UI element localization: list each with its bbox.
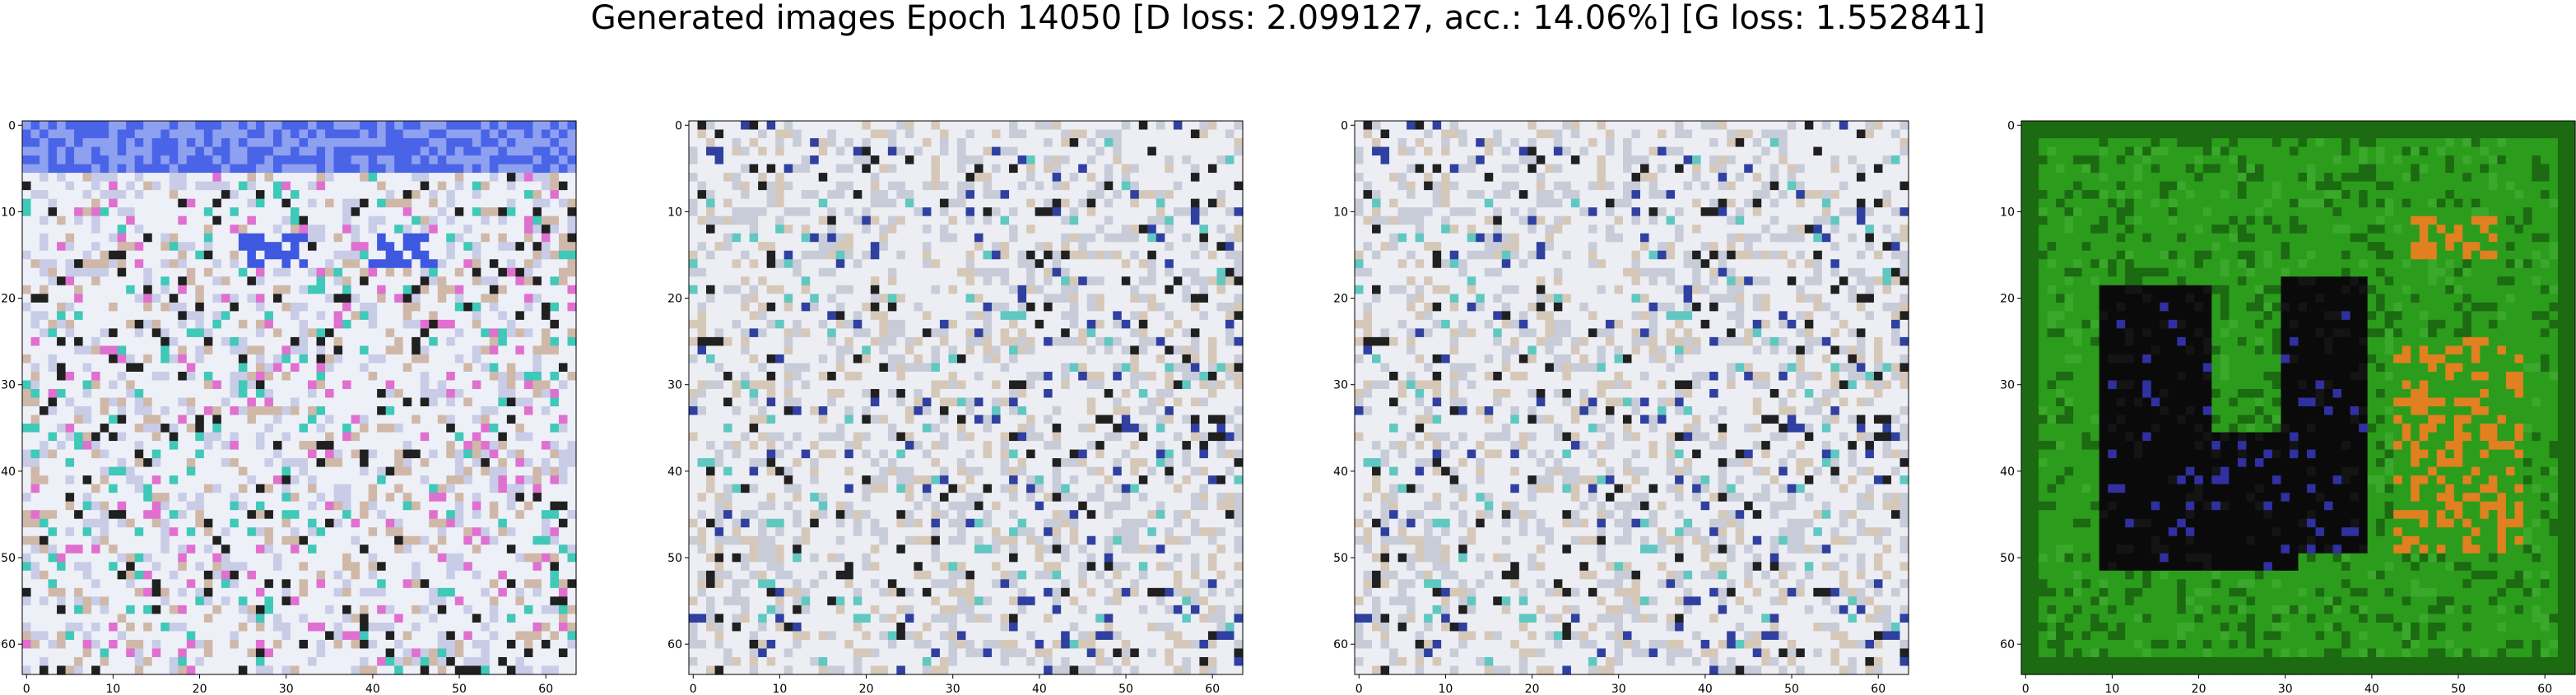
- y-tick-label: 10: [1333, 206, 1348, 219]
- y-tick-label: 0: [675, 119, 682, 132]
- y-tick-label: 40: [667, 466, 682, 479]
- image-panel-1: 0 10 20 30 40 50 60 0 10 20 30 40 50 60: [0, 0, 587, 695]
- x-tick-label: 10: [106, 683, 121, 695]
- y-tick-label: 60: [1333, 638, 1348, 651]
- x-tick-label: 30: [279, 683, 294, 695]
- y-tick-label: 0: [1341, 119, 1348, 132]
- y-tick-label: 50: [1333, 552, 1348, 565]
- y-tick-label: 20: [2000, 293, 2015, 306]
- x-tick-label: 30: [946, 683, 960, 695]
- x-tick-label: 20: [2192, 683, 2206, 695]
- y-tick-label: 60: [667, 638, 682, 651]
- figure-suptitle: Generated images Epoch 14050 [D loss: 2.…: [590, 0, 1986, 37]
- y-tick-label: 30: [1, 379, 16, 392]
- y-tick-label: 50: [2000, 552, 2015, 565]
- x-tick-label: 60: [2537, 683, 2552, 695]
- image-panel-4: 0 10 20 30 40 50 60 0 10 20 30 40 50 60: [1999, 0, 2576, 695]
- x-tick-label: 60: [1205, 683, 1220, 695]
- x-tick-label: 0: [23, 683, 30, 695]
- y-tick-label: 60: [2000, 638, 2015, 651]
- image-panel-2: 0 10 20 30 40 50 60 0 10 20 30 40 50 60: [667, 0, 1253, 695]
- axes-frame: [21, 120, 577, 675]
- axes-frame: [2020, 120, 2576, 675]
- y-tick-label: 40: [1, 466, 16, 479]
- x-tick-label: 20: [1525, 683, 1540, 695]
- y-tick-label: 10: [2000, 206, 2015, 219]
- y-tick-label: 20: [1, 293, 16, 306]
- x-tick-label: 30: [2278, 683, 2293, 695]
- y-tick-label: 30: [2000, 379, 2015, 392]
- generated-image: [2021, 121, 2576, 675]
- image-axes: 0 10 20 30 40 50 60 0 10 20 30 40 50 60: [2000, 119, 2576, 695]
- x-tick-label: 40: [1032, 683, 1047, 695]
- y-tick-label: 0: [2007, 119, 2015, 132]
- x-tick-label: 60: [1871, 683, 1886, 695]
- x-tick-label: 40: [2364, 683, 2379, 695]
- x-tick-label: 0: [690, 683, 697, 695]
- x-tick-label: 50: [452, 683, 467, 695]
- y-tick-label: 30: [1333, 379, 1348, 392]
- image-axes: 0 10 20 30 40 50 60 0 10 20 30 40 50 60: [1333, 119, 1909, 695]
- x-tick-label: 10: [2105, 683, 2120, 695]
- image-axes: 0 10 20 30 40 50 60 0 10 20 30 40 50 60: [1, 119, 577, 695]
- y-tick-label: 50: [667, 552, 682, 565]
- y-tick-label: 20: [1333, 293, 1348, 306]
- axes-frame: [688, 120, 1244, 675]
- axes-frame: [1354, 120, 1909, 675]
- y-tick-label: 0: [8, 119, 16, 132]
- x-tick-label: 30: [1611, 683, 1626, 695]
- generated-image: [1355, 121, 1909, 675]
- x-tick-label: 50: [1118, 683, 1133, 695]
- x-tick-label: 40: [365, 683, 380, 695]
- y-tick-label: 20: [667, 293, 682, 306]
- y-tick-label: 40: [1333, 466, 1348, 479]
- y-tick-label: 50: [1, 552, 16, 565]
- x-tick-label: 0: [2022, 683, 2030, 695]
- x-tick-label: 20: [859, 683, 874, 695]
- y-tick-label: 30: [667, 379, 682, 392]
- x-tick-label: 50: [1784, 683, 1799, 695]
- x-tick-label: 60: [538, 683, 553, 695]
- y-tick-label: 40: [2000, 466, 2015, 479]
- y-tick-label: 10: [667, 206, 682, 219]
- y-tick-label: 60: [1, 638, 16, 651]
- x-tick-label: 20: [193, 683, 207, 695]
- image-panel-3: 0 10 20 30 40 50 60 0 10 20 30 40 50 60: [1332, 0, 1919, 695]
- generated-image: [22, 121, 577, 675]
- image-axes: 0 10 20 30 40 50 60 0 10 20 30 40 50 60: [667, 119, 1244, 695]
- x-tick-label: 0: [1355, 683, 1363, 695]
- x-tick-label: 40: [1698, 683, 1713, 695]
- x-tick-label: 50: [2451, 683, 2466, 695]
- generated-image: [689, 121, 1244, 675]
- x-tick-label: 10: [773, 683, 788, 695]
- x-tick-label: 10: [1439, 683, 1453, 695]
- y-tick-label: 10: [1, 206, 16, 219]
